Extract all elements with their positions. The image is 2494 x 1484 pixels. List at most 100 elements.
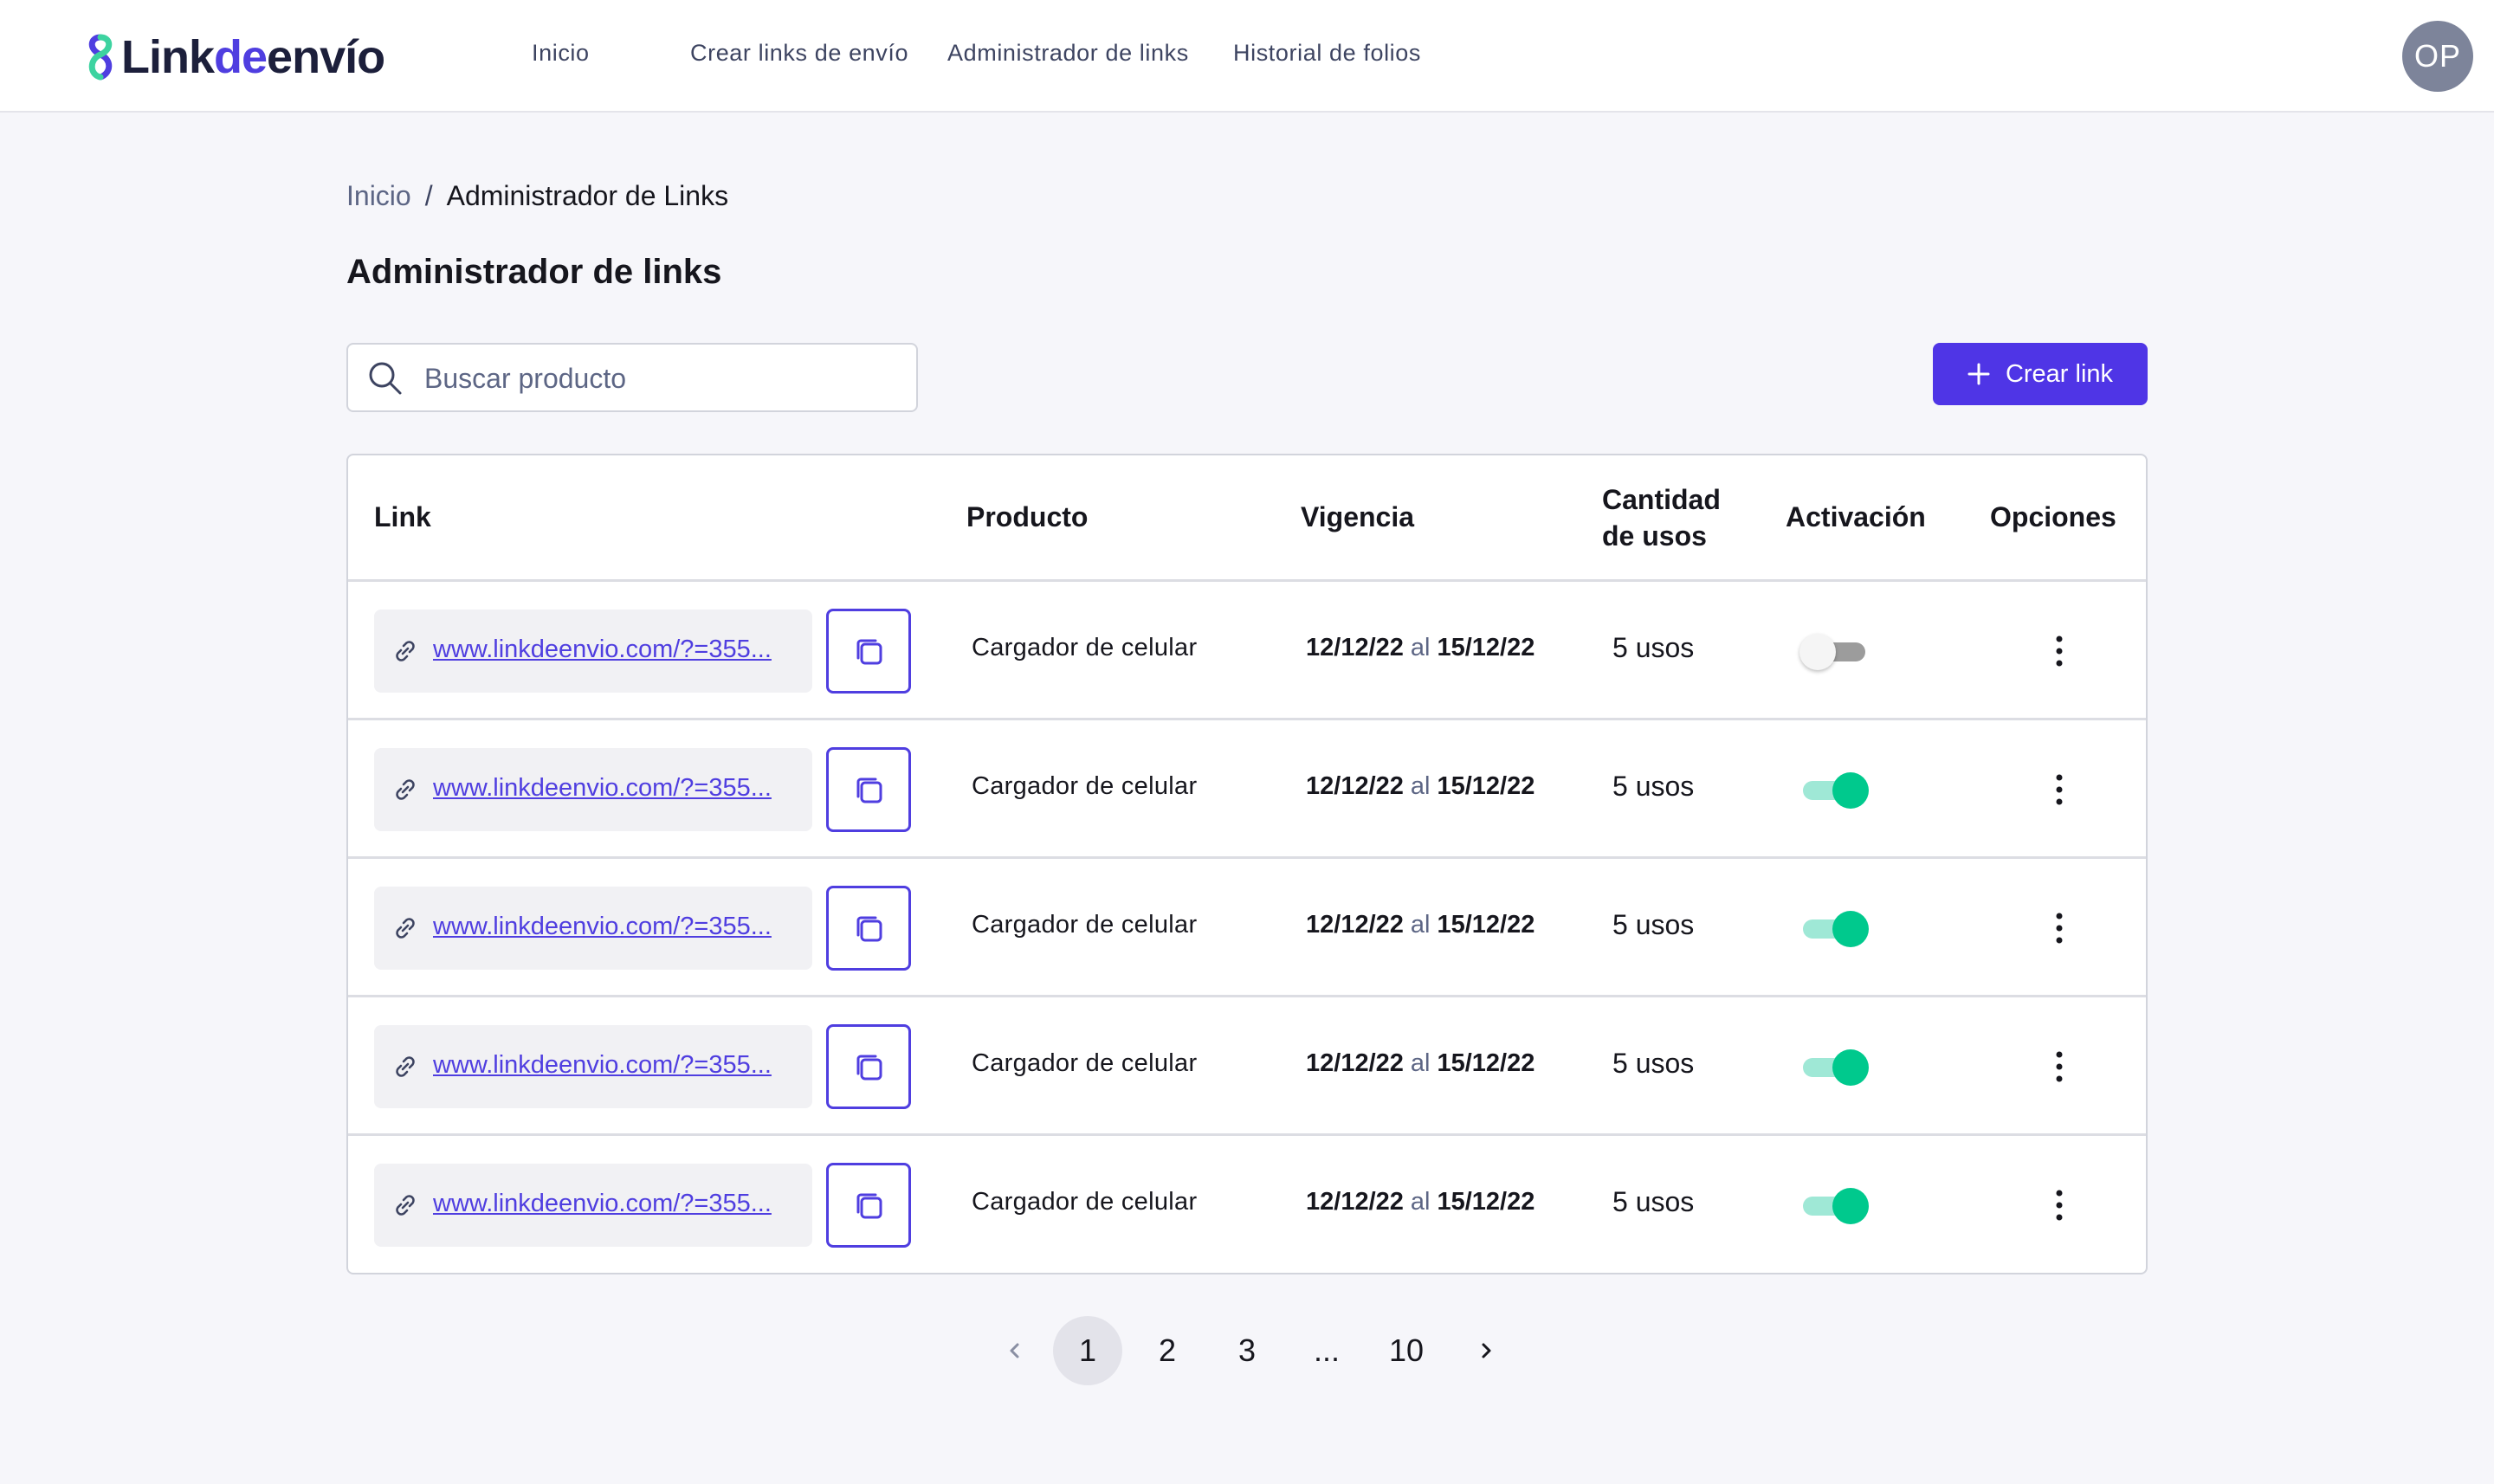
nav-inicio[interactable]: Inicio — [532, 40, 590, 66]
validity-range: 12/12/22 al 15/12/22 — [1306, 911, 1535, 939]
validity-to: 15/12/22 — [1437, 634, 1535, 661]
copy-link-button[interactable] — [826, 1163, 911, 1248]
activation-toggle[interactable] — [1799, 1046, 1872, 1087]
product-name: Cargador de celular — [972, 772, 1198, 800]
uses-count: 5 usos — [1612, 1048, 1695, 1079]
activation-toggle[interactable] — [1799, 907, 1872, 949]
validity-separator: al — [1410, 772, 1431, 800]
link-icon — [396, 1195, 415, 1216]
plus-icon — [1967, 363, 1990, 385]
validity-from: 12/12/22 — [1306, 1049, 1404, 1077]
chevron-left-icon — [1010, 1343, 1019, 1358]
row-options-button[interactable] — [2035, 1181, 2084, 1229]
activation-toggle[interactable] — [1799, 769, 1872, 810]
logo-mark-icon — [88, 34, 113, 81]
row-options-button[interactable] — [2035, 765, 2084, 814]
link-icon — [396, 779, 415, 800]
validity-range: 12/12/22 al 15/12/22 — [1306, 772, 1535, 801]
link-url[interactable]: www.linkdeenvio.com/?=355... — [433, 1190, 772, 1217]
toggle-knob — [1832, 1188, 1869, 1224]
pagination-ellipsis: ... — [1313, 1332, 1340, 1368]
table-row: www.linkdeenvio.com/?=355... Cargador de … — [348, 859, 2146, 997]
nav-crear-links[interactable]: Crear links de envío — [690, 40, 909, 66]
pagination-next[interactable] — [1451, 1316, 1521, 1385]
table-row: www.linkdeenvio.com/?=355... Cargador de … — [348, 720, 2146, 859]
copy-icon — [856, 916, 882, 942]
brand-name-part3: envío — [267, 31, 385, 83]
link-field: www.linkdeenvio.com/?=355... — [374, 748, 812, 831]
table-row: www.linkdeenvio.com/?=355... Cargador de … — [348, 997, 2146, 1136]
top-navigation-bar: Linkdeenvío Inicio Crear links de envío … — [0, 0, 2494, 113]
link-url[interactable]: www.linkdeenvio.com/?=355... — [433, 774, 772, 802]
validity-range: 12/12/22 al 15/12/22 — [1306, 1188, 1535, 1216]
product-name: Cargador de celular — [972, 634, 1198, 661]
header-activation: Activación — [1786, 501, 1926, 532]
row-options-button[interactable] — [2035, 1042, 2084, 1091]
validity-from: 12/12/22 — [1306, 1188, 1404, 1216]
copy-link-button[interactable] — [826, 747, 911, 832]
create-link-label: Crear link — [2005, 359, 2114, 388]
nav-administrador-links[interactable]: Administrador de links — [947, 40, 1189, 66]
activation-toggle[interactable] — [1799, 630, 1872, 672]
link-field: www.linkdeenvio.com/?=355... — [374, 887, 812, 970]
table-row: www.linkdeenvio.com/?=355... Cargador de … — [348, 1136, 2146, 1273]
link-field: www.linkdeenvio.com/?=355... — [374, 1164, 812, 1247]
activation-toggle[interactable] — [1799, 1184, 1872, 1226]
create-link-button[interactable]: Crear link — [1933, 343, 2148, 405]
toggle-knob — [1799, 634, 1836, 670]
row-options-button[interactable] — [2035, 627, 2084, 675]
kebab-menu-icon — [2056, 913, 2063, 944]
copy-icon — [856, 639, 882, 665]
user-avatar[interactable]: OP — [2402, 21, 2473, 92]
brand-name: Linkdeenvío — [121, 30, 385, 84]
copy-link-button[interactable] — [826, 1024, 911, 1109]
uses-count: 5 usos — [1612, 771, 1695, 802]
breadcrumb: Inicio / Administrador de Links — [346, 180, 728, 212]
kebab-menu-icon — [2056, 1190, 2063, 1221]
link-url[interactable]: www.linkdeenvio.com/?=355... — [433, 636, 772, 663]
header-uses-line1: Cantidad — [1602, 484, 1721, 515]
search-icon — [369, 362, 402, 395]
validity-separator: al — [1410, 1049, 1431, 1077]
pagination-page-2[interactable]: 2 — [1158, 1332, 1177, 1368]
breadcrumb-home[interactable]: Inicio — [346, 180, 411, 211]
pagination-page-3[interactable]: 3 — [1237, 1332, 1257, 1368]
validity-to: 15/12/22 — [1437, 772, 1535, 800]
copy-icon — [856, 1055, 882, 1081]
links-table: Link Producto Vigencia Cantidad de usos … — [346, 454, 2148, 1274]
copy-icon — [856, 777, 882, 803]
brand-logo[interactable]: Linkdeenvío — [83, 30, 385, 84]
link-field: www.linkdeenvio.com/?=355... — [374, 610, 812, 693]
uses-count: 5 usos — [1612, 1186, 1695, 1217]
header-validity: Vigencia — [1301, 501, 1415, 532]
pagination-page-1[interactable]: 1 — [1053, 1316, 1122, 1385]
pagination-page-10[interactable]: 10 — [1388, 1332, 1425, 1368]
toggle-knob — [1832, 911, 1869, 947]
product-name: Cargador de celular — [972, 1049, 1198, 1077]
kebab-menu-icon — [2056, 774, 2063, 805]
link-url[interactable]: www.linkdeenvio.com/?=355... — [433, 1051, 772, 1079]
search-input[interactable] — [423, 345, 894, 412]
brand-name-part1: Link — [121, 31, 215, 83]
header-uses-line2: de usos — [1602, 520, 1707, 552]
copy-icon — [856, 1193, 882, 1219]
copy-link-button[interactable] — [826, 886, 911, 971]
toggle-knob — [1832, 772, 1869, 809]
validity-from: 12/12/22 — [1306, 772, 1404, 800]
validity-separator: al — [1410, 634, 1431, 661]
link-field: www.linkdeenvio.com/?=355... — [374, 1025, 812, 1108]
validity-from: 12/12/22 — [1306, 911, 1404, 939]
validity-range: 12/12/22 al 15/12/22 — [1306, 634, 1535, 662]
product-name: Cargador de celular — [972, 911, 1198, 939]
uses-count: 5 usos — [1612, 632, 1695, 663]
validity-separator: al — [1410, 911, 1431, 939]
pagination-prev[interactable] — [980, 1316, 1050, 1385]
copy-link-button[interactable] — [826, 609, 911, 694]
breadcrumb-separator: / — [424, 180, 433, 211]
row-options-button[interactable] — [2035, 904, 2084, 952]
link-url[interactable]: www.linkdeenvio.com/?=355... — [433, 913, 772, 940]
nav-historial-folios[interactable]: Historial de folios — [1233, 40, 1421, 66]
header-uses: Cantidad de usos — [1602, 481, 1721, 554]
link-icon — [396, 1056, 415, 1077]
table-header: Link Producto Vigencia Cantidad de usos … — [348, 455, 2146, 582]
